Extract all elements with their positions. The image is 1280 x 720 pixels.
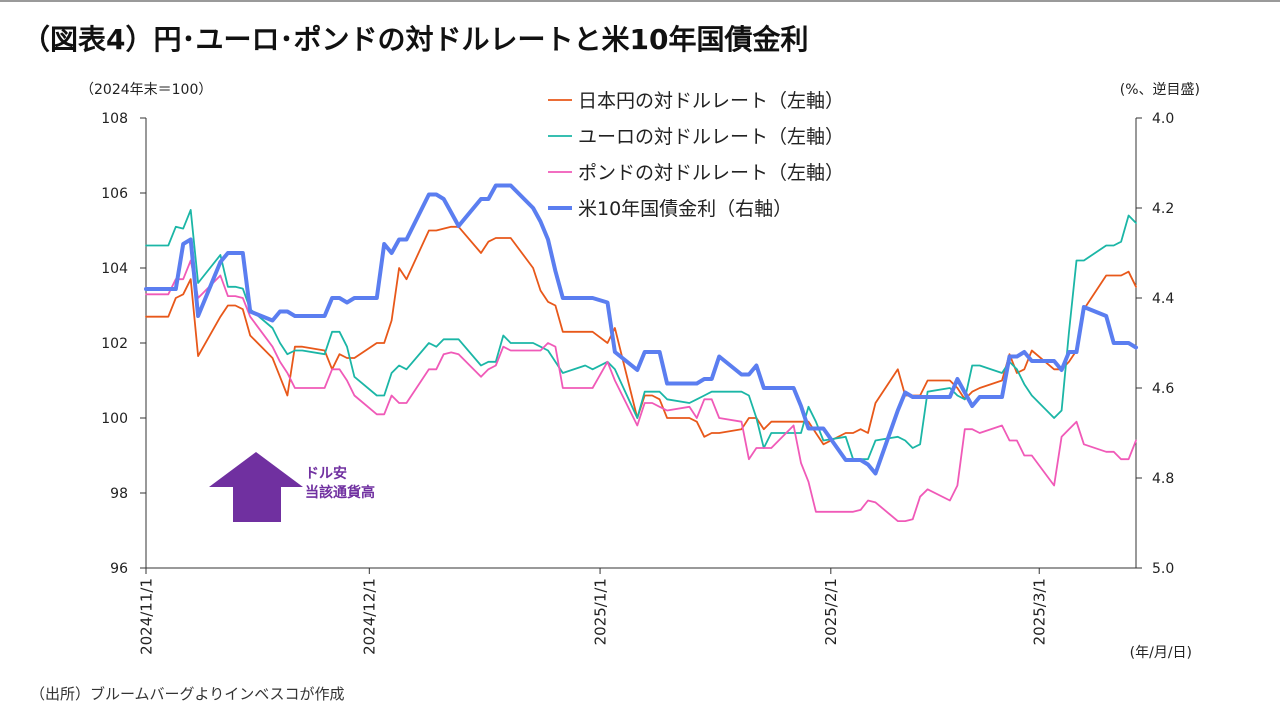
annotation-line1: ドル安	[305, 465, 347, 482]
left-tick-label: 104	[101, 261, 128, 277]
up-arrow-icon	[209, 452, 303, 522]
chart-axes	[140, 117, 1142, 574]
x-tick-label: 2024/11/1	[137, 578, 155, 655]
left-tick-label: 106	[101, 186, 128, 202]
right-tick-label: 4.8	[1152, 471, 1174, 487]
left-tick-label: 100	[101, 411, 128, 427]
series-line	[145, 225, 1137, 446]
x-axis-unit: (年/月/日)	[1130, 645, 1192, 661]
x-tick-label: 2025/3/1	[1030, 578, 1048, 645]
left-tick-label: 98	[110, 486, 128, 502]
right-tick-label: 4.6	[1152, 381, 1174, 397]
legend-label: ポンドの対ドルレート（左軸）	[578, 162, 844, 184]
right-axis-label: (%、逆目盛)	[1120, 82, 1200, 98]
left-tick-label: 96	[110, 561, 128, 577]
x-tick-label: 2025/1/1	[591, 578, 609, 645]
series-lines	[144, 183, 1138, 522]
annotation-line2: 当該通貨高	[305, 484, 375, 501]
right-tick-label: 4.2	[1152, 201, 1174, 217]
axis-tick-labels: 96 98 100 102 104 106 108 4.0 4.2 4.4 4.6 4.8 5.0 202…	[80, 82, 1200, 661]
left-tick-label: 108	[101, 111, 128, 127]
top-rule	[0, 0, 1280, 2]
legend-label: 米10年国債金利（右軸）	[578, 198, 792, 220]
left-tick-label: 102	[101, 336, 128, 352]
x-tick-label: 2024/12/1	[361, 578, 379, 655]
chart-legend: 日本円の対ドルレート（左軸） ユーロの対ドルレート（左軸） ポンドの対ドルレート（左…	[548, 90, 844, 220]
right-tick-label: 5.0	[1152, 561, 1174, 577]
right-tick-label: 4.4	[1152, 291, 1174, 307]
page-title: （図表4）円･ユーロ･ポンドの対ドルレートと米10年国債金利	[22, 23, 809, 56]
series-line	[144, 183, 1138, 476]
x-tick-label: 2025/2/1	[822, 578, 840, 645]
series-line	[145, 259, 1137, 522]
series-line	[145, 209, 1137, 461]
right-tick-label: 4.0	[1152, 111, 1174, 127]
legend-label: ユーロの対ドルレート（左軸）	[578, 126, 844, 148]
legend-label: 日本円の対ドルレート（左軸）	[578, 90, 844, 112]
source-note: （出所）ブルームバーグよりインベスコが作成	[30, 685, 345, 703]
left-axis-label: （2024年末＝100）	[80, 82, 212, 98]
